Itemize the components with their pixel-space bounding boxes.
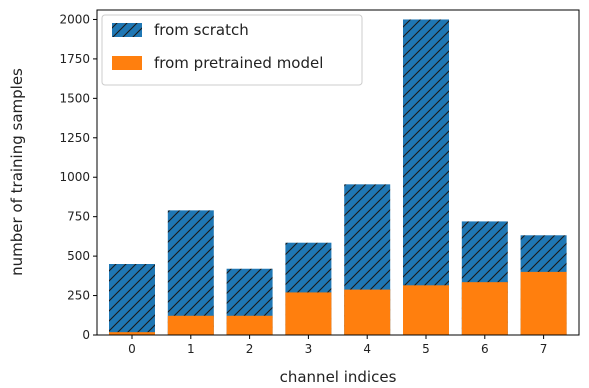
bar-scratch-0 [109, 264, 155, 335]
x-tick-label: 1 [187, 342, 195, 356]
bar-scratch-1 [167, 210, 214, 335]
legend-swatch-pretrained [112, 56, 142, 70]
x-tick-label: 2 [246, 342, 254, 356]
bar-pretrained-6 [461, 282, 508, 335]
bar-scratch-5 [403, 19, 449, 336]
legend-label-scratch: from scratch [154, 21, 249, 39]
x-tick-label: 7 [540, 342, 548, 356]
y-tick-label: 2000 [59, 12, 90, 26]
legend-swatch-scratch [112, 23, 142, 37]
legend-label-pretrained: from pretrained model [154, 54, 323, 72]
x-axis-ticks: 0 1 2 3 4 5 6 7 [128, 335, 547, 356]
bar-pretrained-2 [226, 315, 273, 335]
y-tick-label: 500 [67, 249, 90, 263]
x-tick-label: 4 [363, 342, 371, 356]
x-tick-label: 6 [481, 342, 489, 356]
x-tick-label: 3 [305, 342, 313, 356]
legend-frame [101, 14, 363, 86]
x-axis-label: channel indices [280, 368, 397, 386]
y-tick-label: 1250 [59, 131, 90, 145]
bar-pretrained-0 [109, 332, 155, 335]
y-axis-ticks: 0 250 500 750 1000 1250 1500 1750 2000 [59, 12, 97, 342]
plot-frame [96, 9, 580, 336]
y-tick-label: 0 [82, 328, 90, 342]
y-tick-label: 1000 [59, 170, 90, 184]
x-tick-label: 0 [128, 342, 136, 356]
y-tick-label: 250 [67, 289, 90, 303]
legend: from scratch from pretrained model [101, 14, 363, 86]
y-tick-label: 1500 [59, 91, 90, 105]
y-tick-label: 1750 [59, 52, 90, 66]
bar-pretrained-5 [403, 285, 449, 335]
x-tick-label: 5 [422, 342, 430, 356]
bar-pretrained-7 [520, 271, 567, 335]
bar-pretrained-4 [344, 289, 391, 335]
y-tick-label: 750 [67, 210, 90, 224]
y-axis-label: number of training samples [8, 68, 26, 276]
bar-pretrained-1 [167, 315, 214, 335]
bar-pretrained-3 [285, 292, 332, 335]
pretrained-bars [109, 271, 567, 335]
